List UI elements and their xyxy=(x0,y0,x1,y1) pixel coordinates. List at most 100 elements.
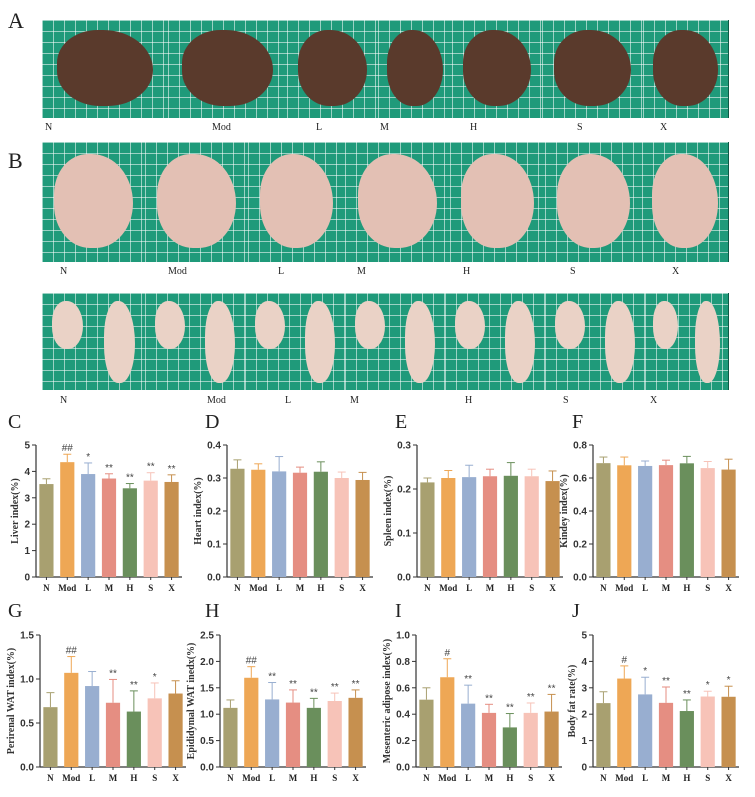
x-tick-label: H xyxy=(506,773,513,783)
bar-H xyxy=(122,488,137,577)
tissue-sample xyxy=(155,300,185,350)
group-label: S xyxy=(563,395,569,406)
group-label: N xyxy=(60,266,68,277)
group-label: Mod xyxy=(212,122,231,133)
tissue-sample xyxy=(355,300,385,350)
y-tick-label: 0.1 xyxy=(207,540,221,551)
y-tick-label: 0.6 xyxy=(573,474,587,485)
x-tick-label: X xyxy=(725,583,732,593)
x-tick-label: M xyxy=(662,773,671,783)
significance-mark: # xyxy=(622,655,628,666)
panel-letter: G xyxy=(8,600,22,622)
significance-mark: ** xyxy=(464,674,472,685)
x-tick-label: N xyxy=(47,773,54,783)
photo-N xyxy=(42,20,169,118)
x-tick-label: M xyxy=(486,583,495,593)
y-tick-label: 1.0 xyxy=(20,675,34,686)
significance-mark: ** xyxy=(168,464,176,475)
significance-mark: * xyxy=(643,666,647,677)
tissue-sample xyxy=(605,300,635,384)
tissue-sample xyxy=(54,154,133,248)
bar-M xyxy=(101,478,117,577)
tissue-sample xyxy=(52,300,84,350)
significance-mark: # xyxy=(445,648,451,659)
bar-H xyxy=(679,463,694,577)
significance-mark: ** xyxy=(331,682,339,693)
significance-mark: ## xyxy=(66,646,78,657)
photo-S xyxy=(545,293,646,390)
x-tick-label: H xyxy=(507,583,514,593)
y-tick-label: 0.4 xyxy=(207,441,221,452)
y-tick-label: 2 xyxy=(24,520,30,531)
y-tick-label: 2 xyxy=(581,710,587,721)
y-tick-label: 0.5 xyxy=(200,736,214,747)
x-tick-label: S xyxy=(529,583,534,593)
y-tick-label: 1.0 xyxy=(200,710,214,721)
bar-S xyxy=(700,468,715,577)
bar-Mod xyxy=(441,478,456,577)
y-tick-label: 0.2 xyxy=(396,736,410,747)
significance-mark: ** xyxy=(126,473,134,484)
significance-mark: ** xyxy=(352,679,360,690)
x-tick-label: Mod xyxy=(58,583,76,593)
tissue-sample xyxy=(554,29,631,107)
significance-mark: ** xyxy=(485,693,493,704)
x-tick-label: H xyxy=(126,583,133,593)
x-tick-label: N xyxy=(600,773,607,783)
significance-mark: * xyxy=(153,672,157,683)
x-tick-label: L xyxy=(642,773,648,783)
bar-H xyxy=(126,711,141,767)
bar-X xyxy=(545,481,560,577)
y-axis-label: Liver index(%) xyxy=(10,478,21,544)
bar-N xyxy=(596,463,611,577)
x-tick-label: M xyxy=(662,583,671,593)
significance-mark: * xyxy=(727,675,731,686)
bar-L xyxy=(461,703,476,767)
y-tick-label: 0.5 xyxy=(20,719,34,730)
bar-Mod xyxy=(64,672,79,767)
x-tick-label: Mod xyxy=(249,583,267,593)
x-tick-label: Mod xyxy=(242,773,260,783)
bar-N xyxy=(223,707,238,767)
group-label: H xyxy=(465,395,473,406)
tissue-sample xyxy=(653,300,679,350)
y-tick-label: 0.0 xyxy=(200,763,214,774)
bar-L xyxy=(272,471,287,577)
tissue-sample xyxy=(205,300,235,384)
significance-mark: ** xyxy=(130,680,138,691)
group-label: H xyxy=(463,266,471,277)
x-tick-label: X xyxy=(172,773,179,783)
photo-X xyxy=(645,293,729,390)
x-tick-label: Mod xyxy=(615,773,633,783)
photo-M xyxy=(345,293,446,390)
x-tick-label: L xyxy=(465,773,471,783)
bar-Mod xyxy=(617,678,632,767)
photo-H xyxy=(445,293,546,390)
x-tick-label: X xyxy=(168,583,175,593)
group-label: S xyxy=(577,122,583,133)
bar-N xyxy=(419,699,434,767)
x-tick-label: L xyxy=(276,583,282,593)
bar-M xyxy=(658,465,674,577)
tissue-sample xyxy=(694,300,720,384)
bar-X xyxy=(164,481,179,577)
bar-X xyxy=(348,697,363,767)
bar-S xyxy=(327,701,342,767)
photo-X xyxy=(642,142,729,262)
x-tick-label: S xyxy=(705,773,710,783)
photo-M xyxy=(345,142,451,262)
group-label: S xyxy=(570,266,576,277)
significance-mark: ** xyxy=(105,463,113,474)
bar-M xyxy=(482,476,498,577)
photo-H xyxy=(450,142,546,262)
group-label: Mod xyxy=(168,266,187,277)
tissue-sample xyxy=(297,29,368,107)
significance-mark: ** xyxy=(268,672,276,683)
panel-letter: C xyxy=(8,411,21,433)
tissue-sample xyxy=(462,29,532,107)
x-tick-label: L xyxy=(85,583,91,593)
y-tick-label: 0 xyxy=(581,763,587,774)
group-label: H xyxy=(470,122,478,133)
panel-letter: D xyxy=(205,411,219,433)
